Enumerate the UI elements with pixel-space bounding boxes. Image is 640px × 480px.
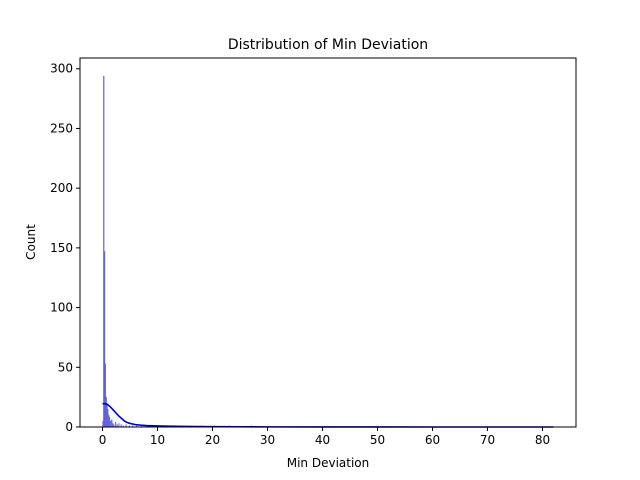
histogram-bar xyxy=(118,423,120,428)
x-tick-label: 10 xyxy=(150,433,165,447)
x-tick-label: 40 xyxy=(315,433,330,447)
histogram-bar xyxy=(110,420,112,428)
histogram-bar xyxy=(115,422,117,428)
chart-title: Distribution of Min Deviation xyxy=(228,37,428,53)
y-tick-label: 250 xyxy=(50,121,73,135)
x-tick-label: 0 xyxy=(99,433,107,447)
x-tick-label: 20 xyxy=(205,433,220,447)
kde-curve xyxy=(102,402,554,428)
x-tick-label: 30 xyxy=(260,433,275,447)
histogram-bar xyxy=(108,417,111,428)
y-tick-label: 150 xyxy=(50,241,73,255)
y-tick-label: 50 xyxy=(58,360,73,374)
x-axis: 0 10 20 30 40 50 60 70 80 xyxy=(99,427,550,447)
x-tick-label: 70 xyxy=(480,433,495,447)
x-tick-label: 50 xyxy=(370,433,385,447)
histogram-bar xyxy=(111,419,113,428)
y-tick-label: 100 xyxy=(50,301,73,315)
y-axis-title: Count xyxy=(24,224,38,260)
y-tick-label: 0 xyxy=(65,420,73,434)
x-tick-label: 80 xyxy=(535,433,550,447)
x-axis-title: Min Deviation xyxy=(287,456,370,470)
plot-frame xyxy=(79,57,577,428)
histogram-bars xyxy=(102,75,252,428)
y-tick-label: 200 xyxy=(50,181,73,195)
x-tick-label: 60 xyxy=(425,433,440,447)
y-axis: 0 50 100 150 200 250 300 xyxy=(50,62,80,434)
histogram-bar xyxy=(112,423,114,428)
y-tick-label: 300 xyxy=(50,62,73,76)
